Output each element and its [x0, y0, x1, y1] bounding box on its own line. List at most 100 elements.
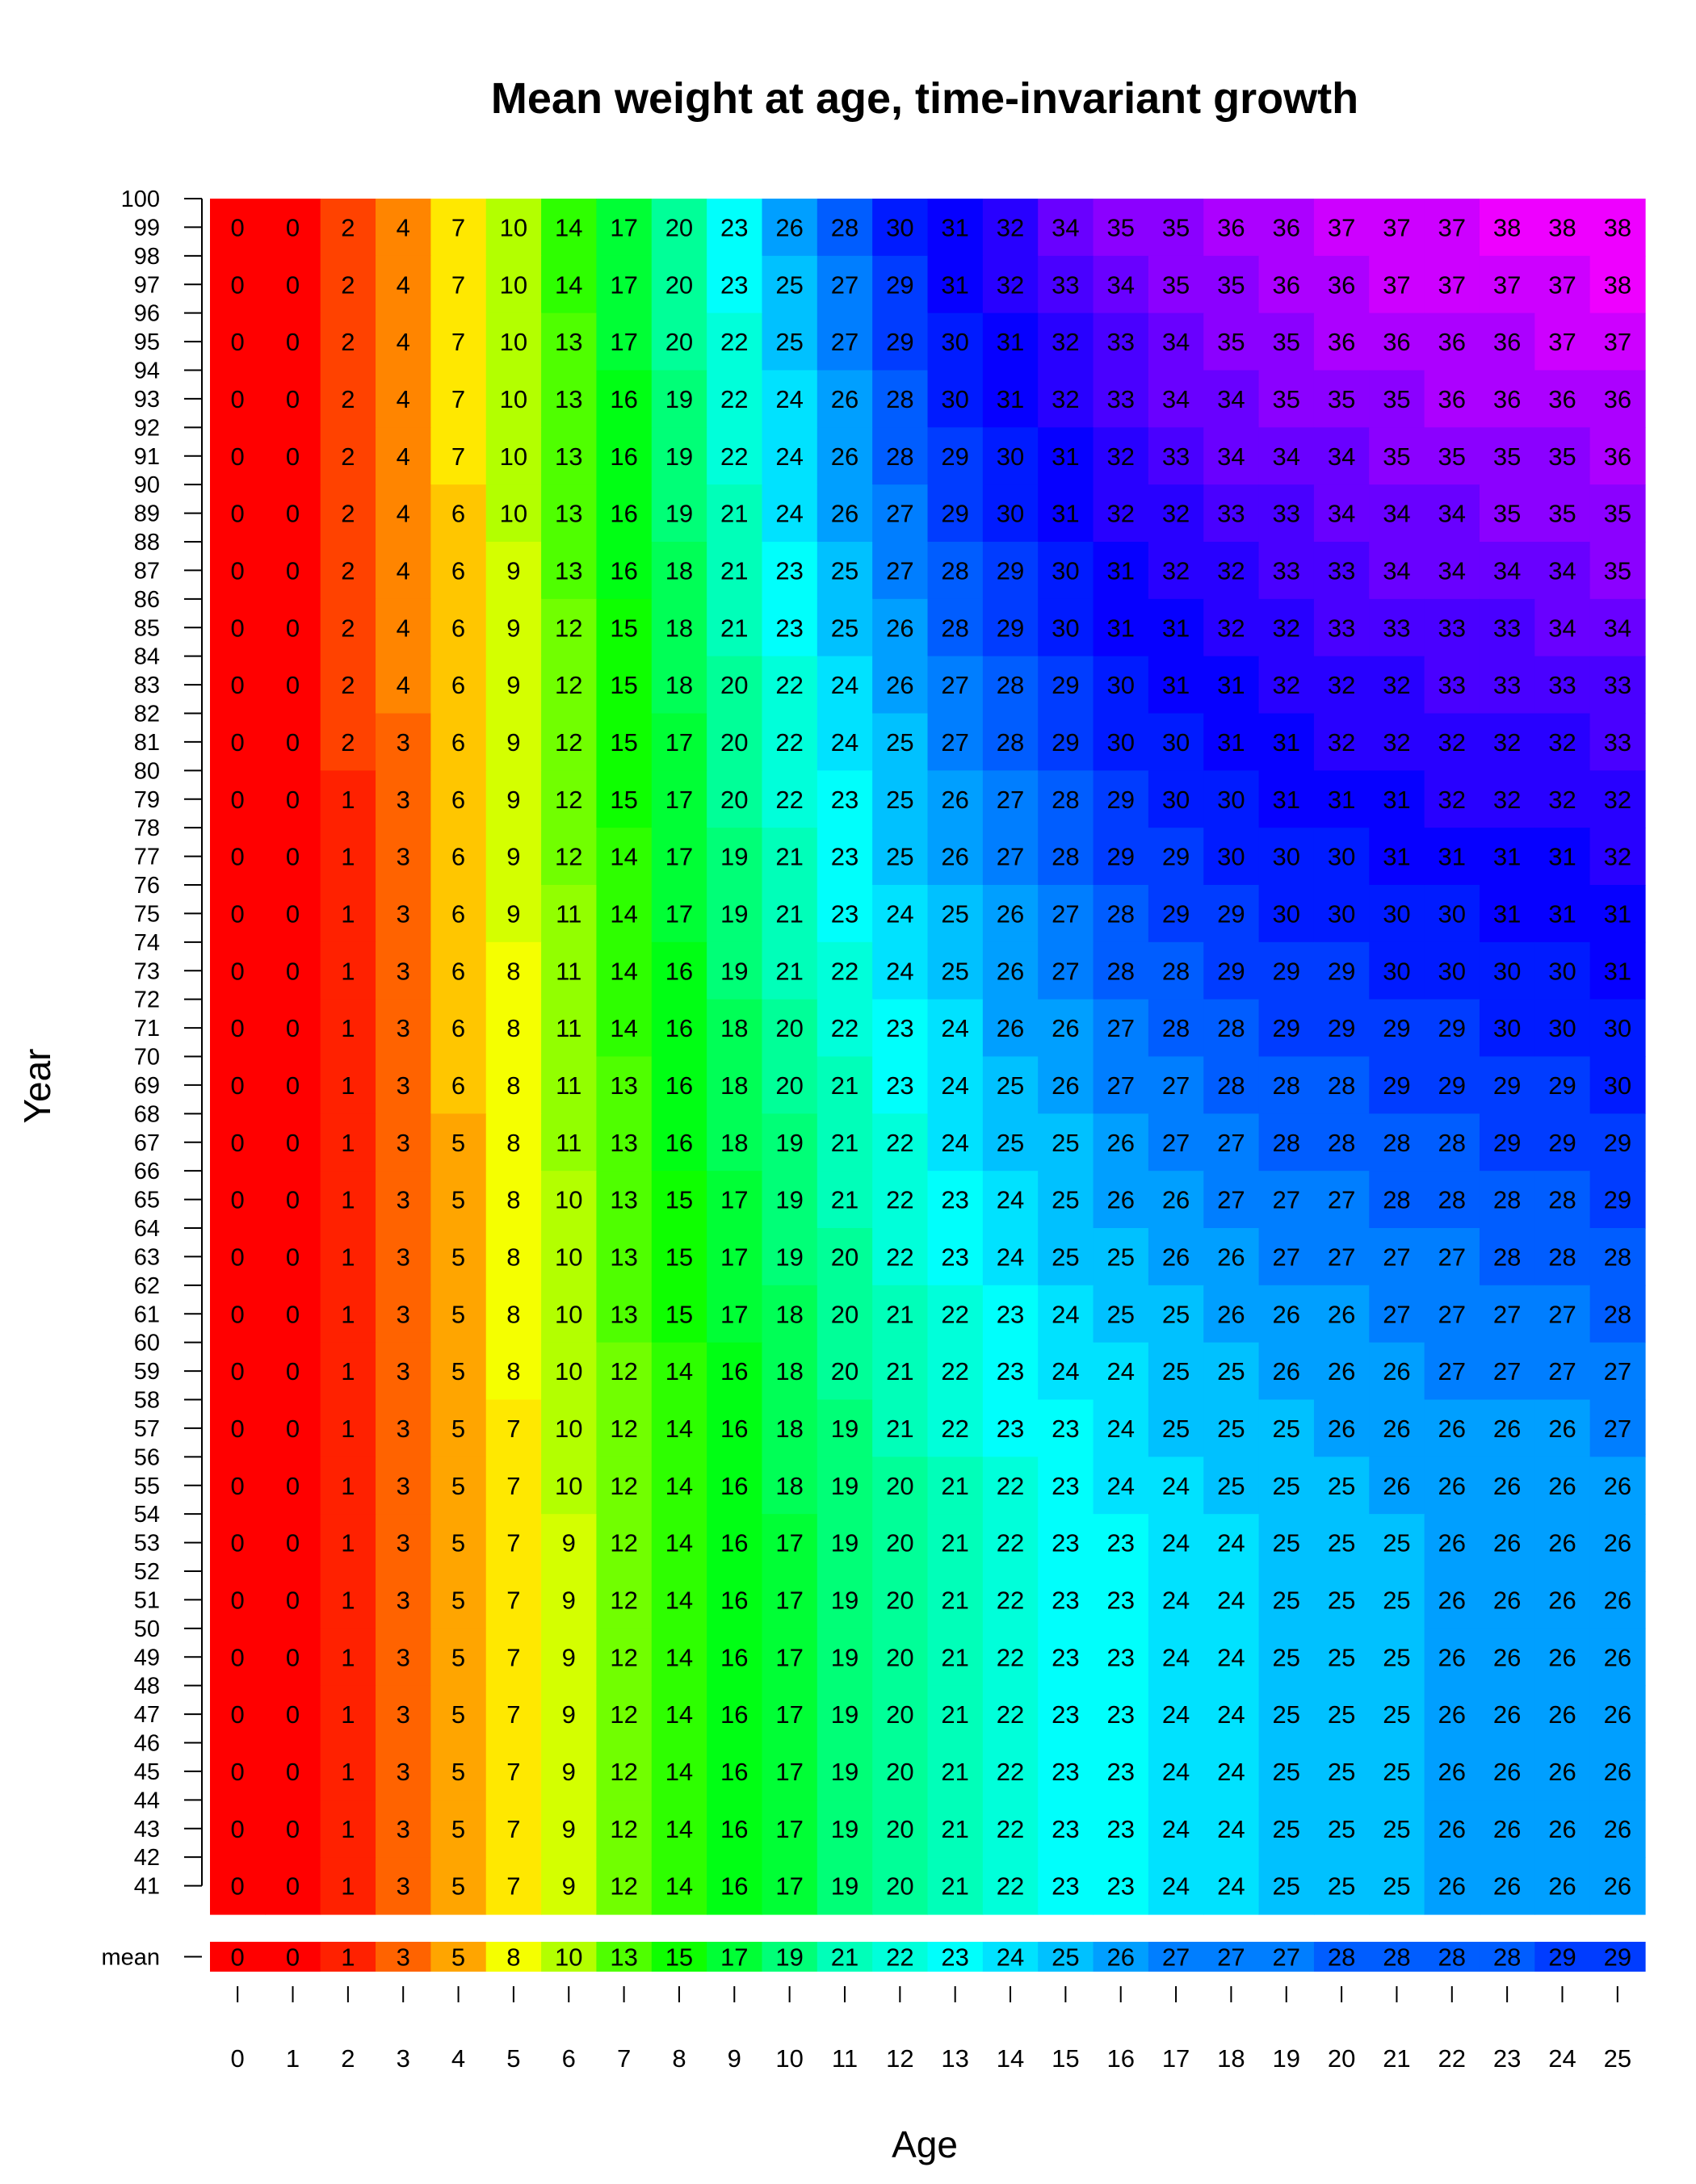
mean-value-label: 3 [397, 1943, 410, 1972]
cell-value-label: 29 [1273, 1014, 1300, 1042]
y-tick-label: 85 [134, 615, 160, 641]
cell-value-label: 20 [775, 1014, 803, 1042]
cell-value-label: 30 [1548, 957, 1576, 985]
cell-value-label: 12 [610, 1758, 637, 1786]
cell-value-label: 27 [1273, 1243, 1300, 1271]
cell-value-label: 30 [997, 442, 1024, 471]
cell-value-label: 32 [1106, 442, 1134, 471]
cell-value-label: 31 [1106, 614, 1134, 642]
cell-value-label: 23 [886, 1071, 913, 1100]
cell-value-label: 21 [941, 1529, 968, 1557]
cell-value-label: 23 [1052, 1586, 1079, 1614]
cell-value-label: 7 [506, 1472, 520, 1500]
cell-value-label: 26 [1493, 1758, 1521, 1786]
cell-value-label: 16 [720, 1586, 748, 1614]
cell-value-label: 19 [720, 899, 748, 928]
cell-value-label: 15 [665, 1243, 693, 1271]
cell-value-label: 0 [286, 1186, 300, 1214]
cell-value-label: 22 [720, 442, 748, 471]
cell-value-label: 25 [1162, 1357, 1190, 1385]
cell-value-label: 34 [1328, 442, 1355, 471]
cell-value-label: 26 [1493, 1700, 1521, 1729]
cell-value-label: 4 [397, 270, 410, 299]
cell-value-label: 23 [1106, 1643, 1134, 1671]
cell-value-label: 32 [997, 213, 1024, 241]
cell-value-label: 28 [1106, 957, 1134, 985]
cell-value-label: 0 [286, 1472, 300, 1500]
cell-value-label: 30 [1438, 899, 1466, 928]
cell-value-label: 25 [1383, 1758, 1410, 1786]
cell-value-label: 24 [775, 385, 803, 413]
cell-value-label: 8 [506, 1243, 520, 1271]
cell-value-label: 24 [831, 671, 858, 699]
cell-value-label: 1 [341, 1300, 355, 1328]
cell-value-label: 1 [341, 1357, 355, 1385]
cell-value-label: 25 [831, 556, 858, 585]
cell-value-label: 0 [286, 728, 300, 757]
cell-value-label: 27 [941, 671, 968, 699]
cell-value-label: 15 [665, 1186, 693, 1214]
cell-value-label: 26 [831, 442, 858, 471]
cell-value-label: 5 [451, 1758, 465, 1786]
cell-value-label: 31 [941, 213, 968, 241]
cell-value-label: 14 [665, 1529, 693, 1557]
cell-value-label: 17 [775, 1700, 803, 1729]
cell-value-label: 36 [1273, 213, 1300, 241]
cell-value-label: 26 [1438, 1872, 1466, 1901]
cell-value-label: 23 [941, 1186, 968, 1214]
cell-value-label: 19 [665, 500, 693, 528]
cell-value-label: 26 [1604, 1586, 1631, 1614]
cell-value-label: 24 [1217, 1758, 1245, 1786]
cell-value-label: 27 [1604, 1415, 1631, 1443]
cell-value-label: 26 [1052, 1014, 1079, 1042]
cell-value-label: 28 [1328, 1071, 1355, 1100]
cell-value-label: 23 [1052, 1529, 1079, 1557]
cell-value-label: 0 [231, 1415, 245, 1443]
cell-value-label: 27 [941, 728, 968, 757]
cell-value-label: 7 [506, 1586, 520, 1614]
y-tick-label: 43 [134, 1817, 160, 1842]
cell-value-label: 12 [610, 1415, 637, 1443]
cell-value-label: 6 [451, 614, 465, 642]
cell-value-label: 25 [997, 1129, 1024, 1157]
cell-value-label: 18 [720, 1129, 748, 1157]
cell-value-label: 28 [831, 213, 858, 241]
cell-value-label: 22 [831, 957, 858, 985]
cell-value-label: 31 [1548, 843, 1576, 871]
cell-value-label: 25 [1328, 1586, 1355, 1614]
cell-value-label: 0 [231, 671, 245, 699]
mean-value-label: 28 [1493, 1943, 1521, 1972]
cell-value-label: 3 [397, 843, 410, 871]
y-tick-label: 55 [134, 1473, 160, 1499]
cell-value-label: 38 [1604, 270, 1631, 299]
cell-value-label: 22 [720, 328, 748, 356]
cell-value-label: 27 [1052, 957, 1079, 985]
y-tick-label: 99 [134, 215, 160, 241]
cell-value-label: 24 [1106, 1472, 1134, 1500]
cell-value-label: 30 [1383, 899, 1410, 928]
cell-value-label: 19 [720, 843, 748, 871]
cell-value-label: 30 [1493, 1014, 1521, 1042]
cell-value-label: 26 [941, 786, 968, 814]
cell-value-label: 4 [397, 556, 410, 585]
y-tick-label: 91 [134, 444, 160, 470]
cell-value-label: 25 [941, 899, 968, 928]
x-tick-label: 16 [1106, 2044, 1134, 2073]
cell-value-label: 28 [1217, 1071, 1245, 1100]
cell-value-label: 27 [1604, 1357, 1631, 1385]
cell-value-label: 30 [1162, 728, 1190, 757]
cell-value-label: 23 [720, 213, 748, 241]
cell-value-label: 23 [1106, 1758, 1134, 1786]
cell-value-label: 3 [397, 1243, 410, 1271]
cell-value-label: 37 [1493, 270, 1521, 299]
y-tick-label: 90 [134, 472, 160, 498]
cell-value-label: 31 [1548, 899, 1576, 928]
cell-value-label: 31 [1604, 957, 1631, 985]
cell-value-label: 23 [1052, 1415, 1079, 1443]
cell-value-label: 33 [1548, 671, 1576, 699]
cell-value-label: 25 [1052, 1129, 1079, 1157]
cell-value-label: 21 [941, 1872, 968, 1901]
cell-value-label: 10 [500, 442, 527, 471]
cell-value-label: 9 [506, 786, 520, 814]
cell-value-label: 37 [1548, 270, 1576, 299]
